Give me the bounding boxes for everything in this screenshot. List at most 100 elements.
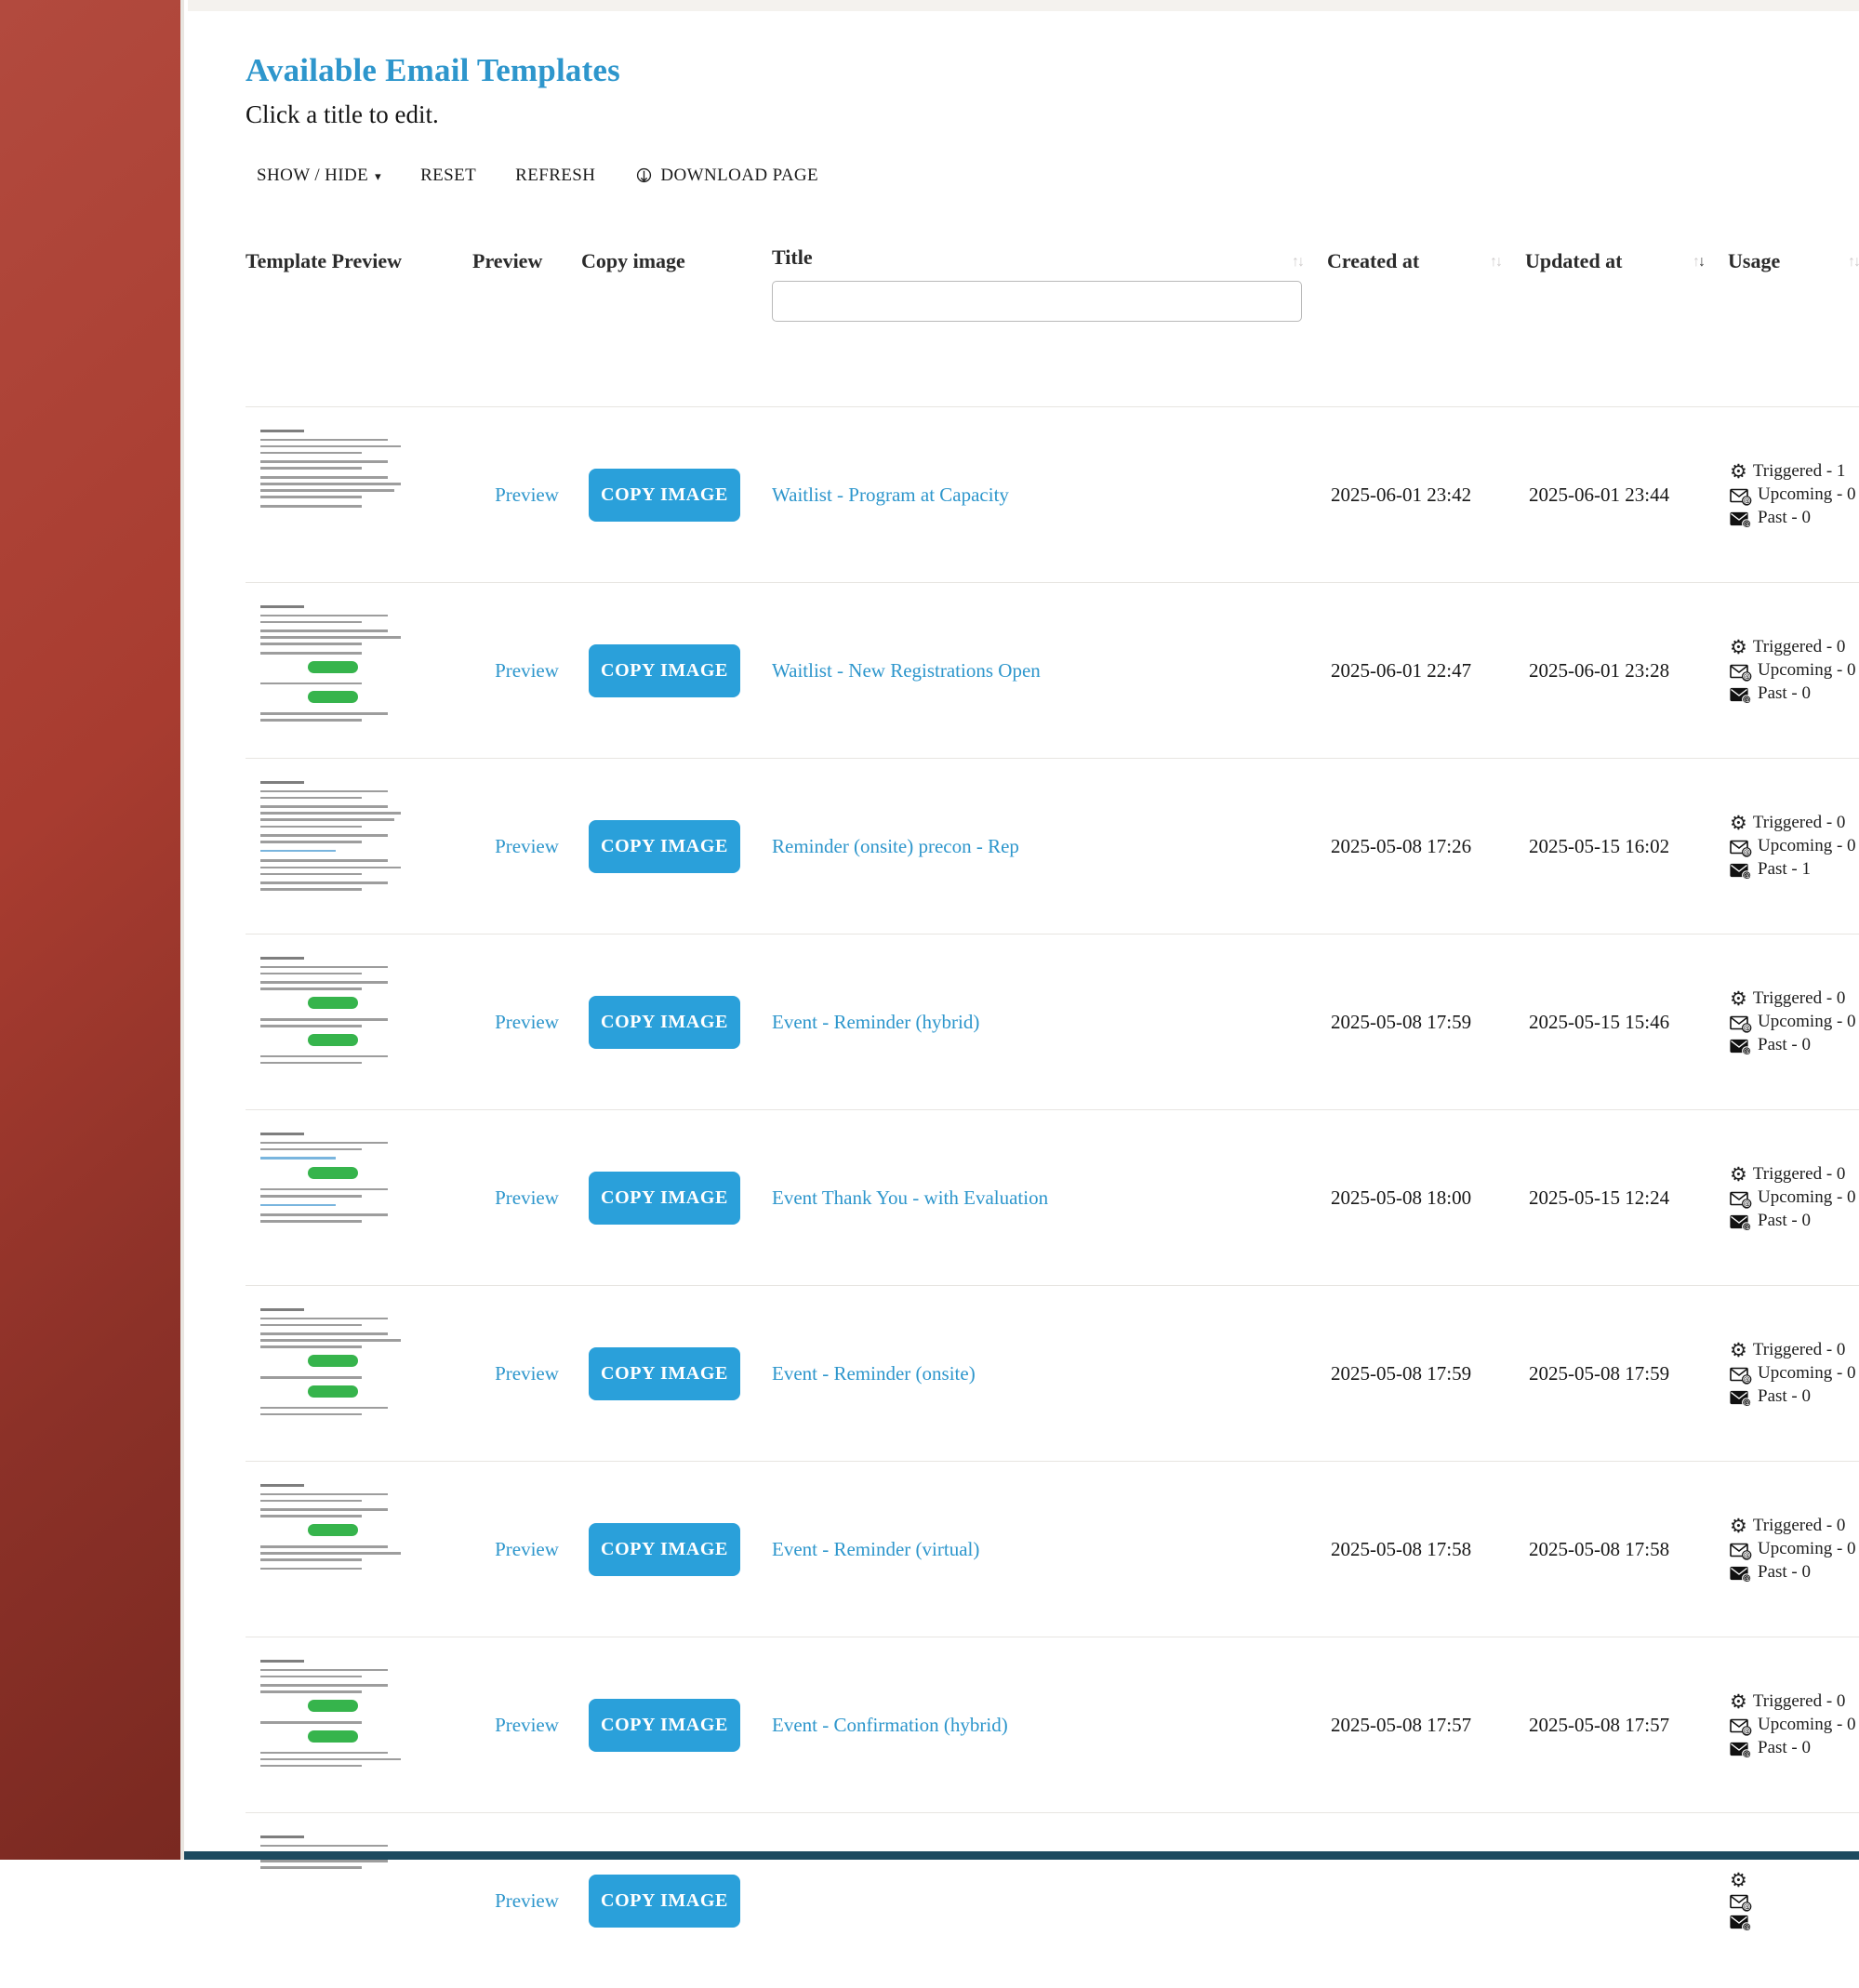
sort-updated-control[interactable]: ↑↓ <box>1693 249 1706 271</box>
email-filled-icon: @ <box>1730 1915 1752 1932</box>
template-thumbnail <box>249 1297 415 1450</box>
preview-link[interactable]: Preview <box>495 1889 559 1912</box>
copy-image-cell: COPY IMAGE <box>581 1874 772 1928</box>
template-preview-cell <box>246 1121 472 1274</box>
usage-upcoming: @ Upcoming - 0 <box>1730 660 1859 682</box>
title-cell: Event Thank You - with Evaluation <box>772 1186 1327 1210</box>
copy-image-cell: COPY IMAGE <box>581 1346 772 1400</box>
updated-at-cell: 2025-05-08 17:58 <box>1529 1537 1670 1560</box>
top-edge-strip <box>188 0 1859 11</box>
refresh-button[interactable]: REFRESH <box>515 166 595 186</box>
header-usage: Usage ↑↓ <box>1728 249 1859 272</box>
copy-image-button[interactable]: COPY IMAGE <box>589 1874 740 1928</box>
copy-image-cell: COPY IMAGE <box>581 1522 772 1576</box>
template-title-link[interactable]: Event - Confirmation (hybrid) <box>772 1713 1008 1736</box>
usage-triggered: ⚙ Triggered - 1 <box>1730 460 1846 483</box>
sort-created-control[interactable]: ↑↓ <box>1490 249 1503 271</box>
copy-image-button[interactable]: COPY IMAGE <box>589 819 740 873</box>
preview-link[interactable]: Preview <box>495 1361 559 1385</box>
template-title-link[interactable]: Event - Reminder (onsite) <box>772 1361 976 1385</box>
usage-upcoming: @ Upcoming - 0 <box>1730 484 1859 506</box>
copy-image-button[interactable]: COPY IMAGE <box>589 1171 740 1225</box>
table-row: Preview COPY IMAGE Event - Reminder (ons… <box>246 1285 1859 1461</box>
copy-image-button[interactable]: COPY IMAGE <box>589 643 740 697</box>
svg-text:@: @ <box>1743 1024 1750 1032</box>
preview-link[interactable]: Preview <box>495 483 559 506</box>
created-at-cell: 2025-05-08 17:59 <box>1331 1361 1472 1385</box>
template-thumbnail <box>249 418 415 571</box>
email-outline-icon: @ <box>1730 1367 1752 1385</box>
email-outline-icon: @ <box>1730 1718 1752 1736</box>
refresh-label: REFRESH <box>515 166 596 185</box>
copy-image-button[interactable]: COPY IMAGE <box>589 1346 740 1400</box>
download-page-button[interactable]: DOWNLOAD PAGE <box>634 166 818 186</box>
template-title-link[interactable]: Event Thank You - with Evaluation <box>772 1186 1049 1209</box>
toolbar: SHOW / HIDE ▾ RESET REFRESH DOWNLOAD PAG… <box>257 166 818 186</box>
template-title-link[interactable]: Reminder (onsite) precon - Rep <box>772 834 1019 857</box>
svg-text:@: @ <box>1743 1047 1750 1055</box>
title-filter-input[interactable] <box>772 281 1302 322</box>
template-title-link[interactable]: Event - Reminder (hybrid) <box>772 1010 980 1033</box>
copy-image-cell: COPY IMAGE <box>581 643 772 697</box>
template-preview-cell <box>246 418 472 571</box>
usage-cell: ⚙ Triggered - 0 @ Upcoming - 0 @ Past - … <box>1728 637 1859 705</box>
header-copy-image: Copy image <box>581 249 685 272</box>
preview-link[interactable]: Preview <box>495 1537 559 1560</box>
updated-at-cell: 2025-05-15 15:46 <box>1529 1010 1670 1033</box>
preview-link[interactable]: Preview <box>495 834 559 857</box>
sort-usage-control[interactable]: ↑↓ <box>1848 249 1859 271</box>
sort-title-control[interactable]: ↑↓ <box>1292 249 1305 273</box>
copy-image-cell: COPY IMAGE <box>581 468 772 522</box>
copy-image-cell: COPY IMAGE <box>581 1171 772 1225</box>
email-filled-icon: @ <box>1730 687 1752 705</box>
copy-image-button[interactable]: COPY IMAGE <box>589 468 740 522</box>
preview-link[interactable]: Preview <box>495 1713 559 1736</box>
sort-up-icon: ↑ <box>1490 254 1497 270</box>
title-cell: Waitlist - Program at Capacity <box>772 484 1327 507</box>
preview-link[interactable]: Preview <box>495 658 559 682</box>
reset-button[interactable]: RESET <box>420 166 476 186</box>
template-preview-cell <box>246 1649 472 1801</box>
usage-triggered: ⚙ <box>1730 1871 1859 1890</box>
usage-upcoming: @ Upcoming - 0 <box>1730 1715 1859 1736</box>
sort-down-icon: ↓ <box>1495 254 1503 270</box>
template-title-link[interactable]: Waitlist - Program at Capacity <box>772 483 1009 506</box>
email-outline-icon: @ <box>1730 488 1752 506</box>
preview-cell: Preview <box>472 1362 581 1385</box>
gear-icon: ⚙ <box>1730 1690 1747 1713</box>
template-preview-cell <box>246 1297 472 1450</box>
template-preview-cell <box>246 1473 472 1625</box>
created-at-cell: 2025-05-08 17:26 <box>1331 834 1472 857</box>
created-at-cell: 2025-05-08 17:59 <box>1331 1010 1472 1033</box>
preview-link[interactable]: Preview <box>495 1186 559 1209</box>
table-row: Preview COPY IMAGE ⚙ @ @ <box>246 1812 1859 1988</box>
created-at-cell: 2025-06-01 23:42 <box>1331 483 1472 506</box>
updated-at-cell: 2025-05-08 17:59 <box>1529 1361 1670 1385</box>
svg-text:@: @ <box>1743 1375 1750 1384</box>
svg-text:@: @ <box>1743 1750 1750 1758</box>
preview-link[interactable]: Preview <box>495 1010 559 1033</box>
usage-cell: ⚙ Triggered - 0 @ Upcoming - 0 @ Past - … <box>1728 1164 1859 1232</box>
copy-image-button[interactable]: COPY IMAGE <box>589 1522 740 1576</box>
email-filled-icon: @ <box>1730 1742 1752 1759</box>
table-row: Preview COPY IMAGE Waitlist - Program at… <box>246 406 1859 582</box>
header-preview: Preview <box>472 249 543 272</box>
svg-text:@: @ <box>1743 871 1750 880</box>
sort-down-active-icon: ↓ <box>1698 254 1706 270</box>
usage-triggered: ⚙ Triggered - 0 <box>1730 1690 1846 1713</box>
copy-image-cell: COPY IMAGE <box>581 1698 772 1752</box>
email-outline-icon: @ <box>1730 1191 1752 1209</box>
title-cell: Reminder (onsite) precon - Rep <box>772 835 1327 858</box>
template-title-link[interactable]: Waitlist - New Registrations Open <box>772 658 1041 682</box>
copy-image-button[interactable]: COPY IMAGE <box>589 995 740 1049</box>
download-icon <box>634 166 654 186</box>
gear-icon: ⚙ <box>1730 987 1747 1010</box>
table-row: Preview COPY IMAGE Event - Confirmation … <box>246 1637 1859 1812</box>
template-title-link[interactable]: Event - Reminder (virtual) <box>772 1537 980 1560</box>
template-preview-cell <box>246 594 472 747</box>
copy-image-cell: COPY IMAGE <box>581 995 772 1049</box>
svg-text:@: @ <box>1743 497 1750 505</box>
copy-image-button[interactable]: COPY IMAGE <box>589 1698 740 1752</box>
usage-cell: ⚙ @ @ <box>1728 1871 1859 1932</box>
show-hide-button[interactable]: SHOW / HIDE ▾ <box>257 166 381 186</box>
